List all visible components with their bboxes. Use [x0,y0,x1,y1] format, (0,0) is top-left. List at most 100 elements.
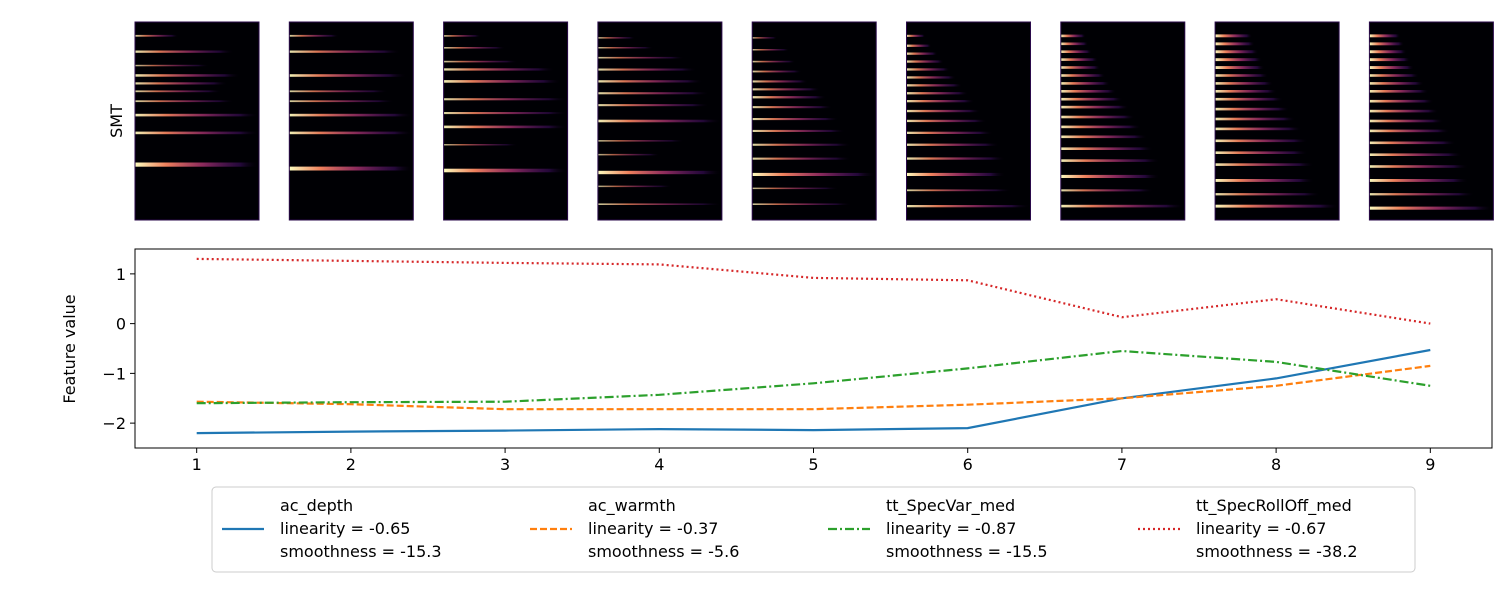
harmonic-band [1369,206,1494,210]
legend-linearity: linearity = -0.65 [280,519,410,538]
harmonic-band [906,143,1000,146]
harmonic-band [1215,117,1296,121]
harmonic-band [1215,97,1284,101]
harmonic-band [752,88,821,91]
harmonic-band [1369,74,1419,77]
panel-background [289,22,414,220]
series-line-ac_warmth [196,364,1431,411]
harmonic-band [135,34,179,37]
harmonic-band [906,92,969,95]
harmonic-band [1369,165,1469,168]
harmonic-band [1215,179,1315,182]
harmonic-band [906,52,938,55]
harmonic-band [1060,125,1142,129]
panel-border [1060,21,1186,221]
panel-background [1060,22,1185,220]
harmonic-band [752,106,833,109]
harmonic-band [443,68,556,71]
y-axis: −2 −1 0 1 [102,265,135,433]
panel-border [443,21,569,221]
panel-border [1214,21,1340,221]
harmonic-band [906,60,944,63]
series-line-ac_depth [196,348,1431,435]
harmonic-band [1369,99,1434,103]
legend-entries: ac_depth linearity = -0.65 smoothness = -1… [222,496,1358,561]
harmonic-band [1215,163,1315,166]
harmonic-band [597,37,636,39]
harmonic-band [1215,34,1253,38]
harmonic-band [289,50,401,53]
harmonic-band [597,119,722,123]
harmonic-band [443,35,481,37]
x-axis: 1 2 3 4 5 6 7 8 9 [192,448,1435,474]
harmonic-band [752,118,839,121]
x-tick-label: 4 [654,455,664,474]
harmonic-band [1060,189,1154,192]
harmonic-band [1060,66,1101,69]
harmonic-band [1060,174,1160,178]
panel-border [906,21,1031,221]
harmonic-band [135,90,222,93]
harmonic-band [1215,66,1265,69]
harmonic-band [1215,127,1302,131]
legend-smoothness: smoothness = -38.2 [1196,542,1358,561]
line-plot: 1 2 3 4 5 6 7 8 9 −2 −1 0 1 Feature value [60,248,1493,474]
series-lines [196,257,1431,435]
smt-panel-3 [443,21,569,221]
harmonic-band [289,74,408,77]
smt-spectrogram-row: SMT [107,21,1494,221]
harmonic-band [597,80,704,83]
harmonic-band [135,131,259,135]
harmonic-band [906,109,981,113]
harmonic-band [1369,153,1463,156]
harmonic-band [1369,119,1444,123]
harmonic-band [752,80,808,83]
smt-panel-2 [288,21,414,221]
harmonic-band [597,170,722,175]
harmonic-band [752,129,846,132]
harmonic-band [443,60,518,63]
harmonic-band [597,104,710,107]
legend-series-name: ac_depth [280,496,353,516]
spectrogram-panels [134,21,1494,221]
harmonic-band [906,157,1006,160]
harmonic-band [1060,204,1185,208]
harmonic-band [752,49,790,51]
harmonic-band [1060,58,1098,61]
legend-series-name: ac_warmth [588,496,676,516]
harmonic-band [1215,151,1309,154]
legend-series-name: tt_SpecRollOff_med [1196,496,1352,516]
harmonic-band [752,96,827,99]
legend: ac_depth linearity = -0.65 smoothness = -1… [211,486,1416,573]
harmonic-band [443,47,506,49]
legend-smoothness: smoothness = -15.3 [280,542,442,561]
harmonic-band [135,50,235,53]
y-axis-label: Feature value [60,294,79,403]
panel-border [597,21,723,221]
harmonic-band [1215,107,1290,111]
harmonic-band [1060,74,1106,77]
harmonic-band [443,125,568,129]
harmonic-band [443,98,568,101]
smt-panel-9 [1368,21,1494,221]
x-tick-label: 8 [1271,455,1281,474]
x-tick-label: 7 [1117,455,1127,474]
smt-panel-5 [751,21,877,221]
harmonic-band [752,187,839,190]
harmonic-band [289,113,414,117]
harmonic-band [1215,82,1274,85]
harmonic-band [135,74,241,77]
harmonic-band [1060,159,1160,162]
y-tick-label: 1 [116,265,126,284]
harmonic-band [597,185,673,188]
legend-linearity: linearity = -0.37 [588,519,718,538]
harmonic-band [1369,179,1469,182]
harmonic-band [906,100,975,103]
harmonic-band [752,157,852,160]
harmonic-band [1060,50,1092,53]
harmonic-band [752,172,877,176]
legend-series-name: tt_SpecVar_med [886,496,1015,516]
harmonic-band [1060,135,1148,139]
harmonic-band [906,119,988,123]
harmonic-band [1369,141,1457,145]
